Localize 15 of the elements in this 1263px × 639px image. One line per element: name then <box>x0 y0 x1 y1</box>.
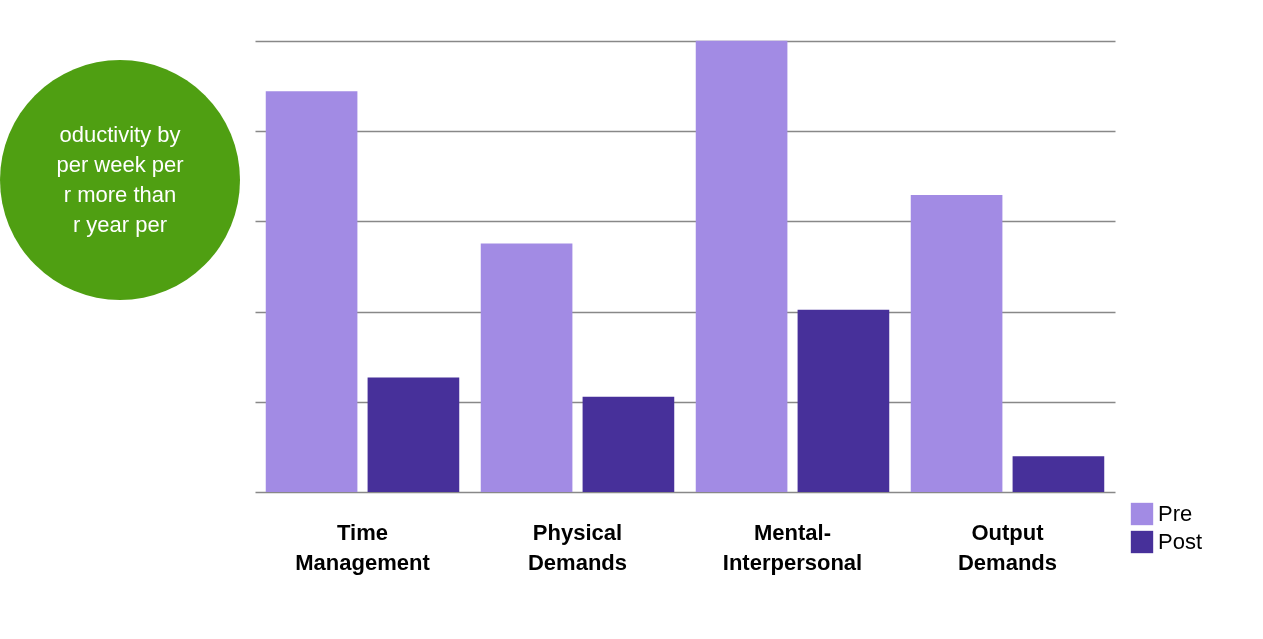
x-tick-label: Time Management <box>295 519 431 575</box>
bar <box>265 91 358 492</box>
bar <box>910 195 1003 492</box>
bar <box>695 40 788 492</box>
legend-label: Pre <box>1158 501 1193 526</box>
bar <box>480 243 573 492</box>
bar <box>582 396 675 492</box>
bar <box>367 377 460 492</box>
circle-callout: oductivity by per week per r more than r year per <box>0 60 240 300</box>
x-tick-label: Output Demands <box>957 519 1058 575</box>
legend-label: Post <box>1158 529 1203 554</box>
bar <box>797 309 890 492</box>
x-tick-label: Physical Demands <box>527 519 628 575</box>
bar <box>1012 456 1105 492</box>
x-tick-label: Mental-Interpersonal <box>722 519 863 575</box>
